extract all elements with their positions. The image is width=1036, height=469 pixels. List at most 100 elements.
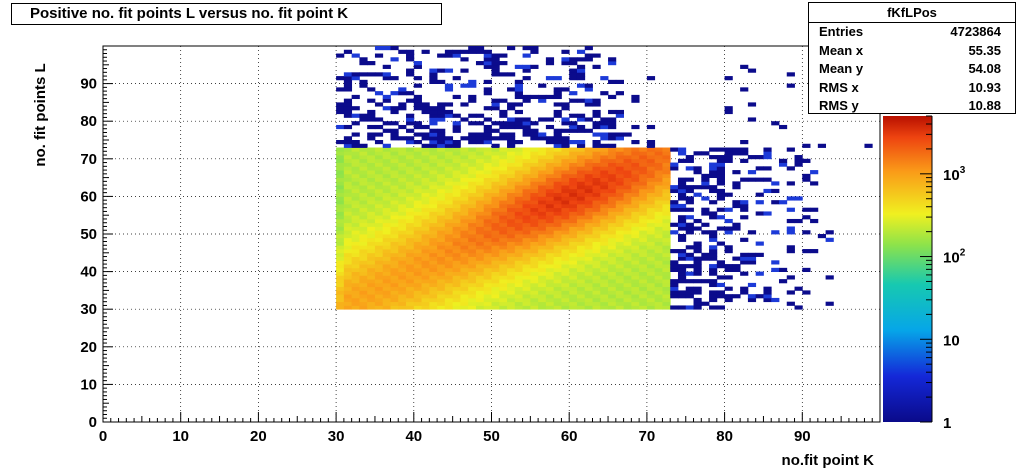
heatmap-cell	[530, 185, 539, 190]
heatmap-cell	[507, 158, 516, 163]
heatmap-cell	[406, 72, 415, 77]
heatmap-cell	[530, 222, 539, 227]
heatmap-cell	[646, 140, 656, 145]
heatmap-cell	[468, 170, 477, 175]
heatmap-cell	[460, 166, 469, 171]
heatmap-cell	[639, 275, 648, 280]
heatmap-cell	[444, 147, 454, 152]
heatmap-cell	[390, 109, 399, 115]
heatmap-cell	[709, 249, 718, 254]
heatmap-cell	[522, 124, 531, 130]
heatmap-cell	[631, 305, 640, 310]
heatmap-cell	[429, 256, 438, 261]
heatmap-cell	[406, 192, 415, 197]
heatmap-cell	[491, 162, 500, 167]
heatmap-cell	[631, 286, 640, 291]
heatmap-cell	[522, 158, 531, 163]
heatmap-cell	[538, 211, 547, 216]
heatmap-cell	[693, 192, 702, 197]
heatmap-cell	[336, 241, 345, 246]
heatmap-cell	[530, 46, 539, 51]
heatmap-cell	[732, 181, 741, 186]
heatmap-cell	[514, 271, 523, 276]
heatmap-cell	[592, 267, 601, 272]
heatmap-cell	[460, 275, 469, 280]
heatmap-cell	[584, 237, 593, 242]
heatmap-cell	[483, 162, 492, 167]
heatmap-cell	[763, 294, 772, 299]
x-tick-label: 50	[483, 428, 500, 445]
heatmap-cell	[584, 252, 593, 257]
heatmap-cell	[561, 294, 570, 299]
heatmap-cell	[429, 181, 438, 186]
heatmap-cell	[367, 226, 376, 231]
heatmap-cell	[608, 282, 617, 288]
heatmap-cell	[468, 245, 477, 250]
heatmap-cell	[522, 207, 531, 212]
heatmap-cell	[452, 275, 461, 280]
heatmap-cell	[631, 192, 640, 197]
heatmap-cell	[351, 264, 360, 269]
heatmap-cell	[367, 147, 376, 152]
heatmap-cell	[343, 181, 353, 186]
heatmap-cell	[538, 136, 547, 141]
heatmap-cell	[623, 215, 632, 220]
heatmap-cell	[538, 173, 547, 178]
heatmap-cell	[639, 177, 648, 182]
heatmap-cell	[437, 113, 446, 118]
heatmap-cell	[507, 271, 516, 276]
heatmap-cell	[452, 256, 461, 261]
y-tick-label: 90	[80, 76, 97, 93]
heatmap-cell	[584, 162, 593, 167]
heatmap-cell	[437, 279, 446, 284]
heatmap-cell	[639, 147, 648, 152]
heatmap-cell	[654, 282, 663, 288]
heatmap-cell	[646, 192, 656, 197]
heatmap-cell	[421, 241, 430, 246]
heatmap-cell	[654, 249, 663, 254]
heatmap-cell	[483, 245, 492, 250]
heatmap-cell	[374, 256, 384, 261]
heatmap-cell	[576, 260, 586, 265]
heatmap-cell	[351, 162, 360, 167]
heatmap-cell	[584, 226, 593, 231]
heatmap-cell	[631, 234, 640, 239]
heatmap-cell	[747, 117, 757, 122]
heatmap-cell	[631, 297, 640, 303]
heatmap-cell	[437, 207, 446, 212]
heatmap-cell	[460, 222, 469, 227]
heatmap-cell	[639, 237, 648, 242]
heatmap-cell	[545, 256, 555, 261]
heatmap-cell	[584, 181, 593, 186]
heatmap-cell	[600, 297, 609, 303]
heatmap-cell	[437, 143, 446, 148]
heatmap-cell	[522, 147, 531, 152]
heatmap-cell	[646, 196, 656, 201]
heatmap-cell	[343, 188, 353, 194]
heatmap-cell	[452, 279, 461, 284]
heatmap-cell	[623, 256, 632, 261]
heatmap-cell	[662, 151, 671, 156]
heatmap-cell	[553, 173, 562, 178]
heatmap-cell	[615, 271, 624, 276]
heatmap-cell	[592, 121, 601, 126]
heatmap-cell	[685, 256, 694, 261]
heatmap-cell	[646, 162, 656, 167]
heatmap-cell	[538, 297, 547, 303]
heatmap-cell	[437, 267, 446, 272]
heatmap-cell	[654, 158, 663, 163]
heatmap-cell	[538, 234, 547, 239]
heatmap-cell	[475, 151, 485, 156]
heatmap-cell	[382, 106, 391, 111]
heatmap-cell	[592, 222, 601, 227]
heatmap-cell	[740, 200, 749, 205]
heatmap-cell	[561, 200, 570, 205]
heatmap-cell	[507, 305, 516, 310]
heatmap-cell	[514, 151, 523, 156]
heatmap-cell	[398, 264, 407, 269]
heatmap-cell	[452, 294, 461, 299]
heatmap-cell	[631, 207, 640, 212]
heatmap-cell	[825, 230, 834, 235]
heatmap-cell	[475, 173, 485, 178]
heatmap-cell	[413, 218, 422, 224]
